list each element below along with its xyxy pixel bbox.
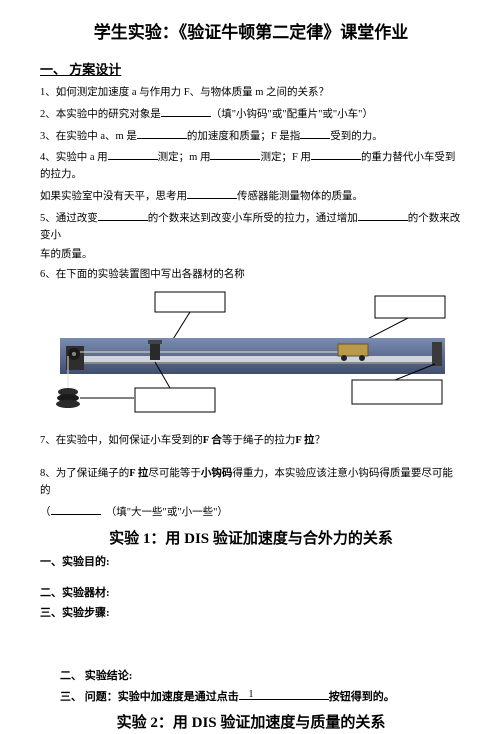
q3-blank1[interactable] <box>137 127 187 139</box>
q2-pre: 2、本实验中的研究对象是 <box>40 109 161 120</box>
q3: 3、在实验中 a、m 是 的加速度和质量；F 是指 受到的力。 <box>40 127 462 146</box>
q7-b: 等于绳子的拉力 <box>222 435 296 446</box>
q4-b: 测定；m 用 <box>158 152 211 163</box>
q4-a: 4、实验中 a 用 <box>40 152 108 163</box>
q5-b: 的个数来达到改变小车所受的拉力，通过增加 <box>148 213 358 224</box>
q4-blank4[interactable] <box>187 187 237 199</box>
q2-blank[interactable] <box>161 105 211 117</box>
q5: 5、通过改变的个数来达到改变小车所受的拉力，通过增加的个数来改变小 <box>40 209 462 245</box>
q4-c: 测定；F 用 <box>260 152 310 163</box>
label-box-4[interactable] <box>352 380 442 404</box>
q5-blank2[interactable] <box>358 209 408 221</box>
q8-b: 尽可能等于 <box>148 468 201 479</box>
q7-fla: F 拉 <box>295 435 314 446</box>
q2: 2、本实验中的研究对象是 （填"小钩码"或"配重片"或"小车"） <box>40 105 462 124</box>
q4: 4、实验中 a 用测定；m 用测定；F 用的重力替代小车受到的拉力。 <box>40 148 462 184</box>
q5-l2: 车的质量。 <box>40 247 462 264</box>
q8-a: 8、为了保证绳子的 <box>40 468 129 479</box>
q3-c: 受到的力。 <box>330 131 383 142</box>
q7-fhe: F 合 <box>203 435 222 446</box>
q8: 8、为了保证绳子的F 拉尽可能等于小钩码得重力，本实验应该注意小钩码得质量要尽可… <box>40 466 462 500</box>
q4-blank1[interactable] <box>108 148 158 160</box>
q8-hook: 小钩码 <box>201 468 233 479</box>
page-number: 1 <box>0 687 502 702</box>
q3-b: 的加速度和质量；F 是指 <box>187 131 300 142</box>
q5-blank1[interactable] <box>98 209 148 221</box>
q4-blank3[interactable] <box>311 148 361 160</box>
q4-f: 传感器能测量物体的质量。 <box>237 191 363 202</box>
exp2-title: 实验 2：用 DIS 验证加速度与质量的关系 <box>40 712 462 734</box>
q8-fla: F 拉 <box>129 468 148 479</box>
label-box-2[interactable] <box>375 296 445 318</box>
q1: 1、如何测定加速度 a 与作用力 F、与物体质量 m 之间的关系？ <box>40 85 462 102</box>
q8-blank[interactable] <box>51 503 101 515</box>
q8-l2: （ （填"大一些"或"小一些"） <box>40 503 462 522</box>
exp1-h3: 三、实验步骤: <box>40 605 462 622</box>
label-box-3[interactable] <box>135 388 215 412</box>
label-box-1[interactable] <box>155 292 225 312</box>
section1-heading: 一、 方案设计 <box>40 60 462 80</box>
q4-l2: 如果实验室中没有天平，思考用 传感器能测量物体的质量。 <box>40 187 462 206</box>
apparatus-diagram <box>40 290 462 426</box>
exp1-h1: 一、实验目的: <box>40 554 462 571</box>
exp1-h2: 二、实验器材: <box>40 585 462 602</box>
q8-d: （填"大一些"或"小一些"） <box>111 507 228 518</box>
q2-post: （填"小钩码"或"配重片"或"小车"） <box>211 109 373 120</box>
q7-c: ？ <box>315 435 326 446</box>
q6: 6、在下面的实验装置图中写出各器材的名称 <box>40 267 462 284</box>
exp1-title: 实验 1：用 DIS 验证加速度与合外力的关系 <box>40 528 462 551</box>
q7-a: 7、在实验中，如何保证小车受到的 <box>40 435 203 446</box>
q3-blank2[interactable] <box>300 127 330 139</box>
q4-blank2[interactable] <box>210 148 260 160</box>
doc-title: 学生实验：《验证牛顿第二定律》课堂作业 <box>40 20 462 46</box>
q3-a: 3、在实验中 a、m 是 <box>40 131 137 142</box>
q5-a: 5、通过改变 <box>40 213 98 224</box>
q7: 7、在实验中，如何保证小车受到的F 合等于绳子的拉力F 拉？ <box>40 433 462 450</box>
q4-e: 如果实验室中没有天平，思考用 <box>40 191 187 202</box>
exp1-h4: 二、 实验结论: <box>60 668 462 685</box>
